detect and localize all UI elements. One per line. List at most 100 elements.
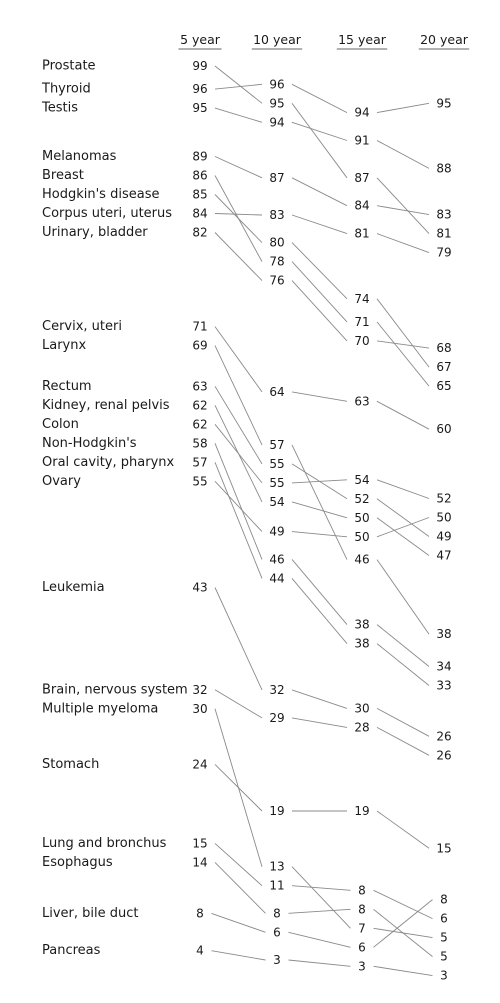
slope-line: [214, 386, 263, 465]
value-label: 86: [192, 169, 207, 183]
slope-line: [291, 559, 348, 625]
value-label: 76: [269, 274, 284, 288]
slope-line: [214, 213, 263, 216]
value-label: 99: [192, 59, 207, 73]
slope-line: [214, 156, 263, 179]
slope-line: [291, 177, 348, 207]
value-label: 87: [354, 171, 369, 185]
value-label: 33: [436, 678, 451, 692]
row-label: Oral cavity, pharynx: [42, 455, 174, 470]
value-label: 96: [269, 77, 284, 91]
value-label: 34: [436, 659, 451, 673]
slope-line: [211, 950, 266, 961]
slope-line: [376, 400, 430, 430]
slope-line: [211, 912, 266, 933]
value-label: 28: [354, 720, 369, 734]
value-label: 19: [269, 804, 284, 818]
value-label: 95: [436, 96, 451, 110]
column-headers: 5 year 10 year 15 year 20 year: [178, 32, 470, 50]
value-label: 64: [269, 385, 284, 399]
slope-line: [291, 214, 348, 235]
value-label: 5: [440, 950, 448, 964]
row-label: Stomach: [42, 757, 99, 772]
value-label: 74: [354, 292, 369, 306]
value-label: 15: [436, 841, 451, 855]
slope-line: [214, 689, 263, 719]
value-label: 49: [436, 529, 451, 543]
value-label: 30: [192, 702, 207, 716]
slope-line: [291, 242, 348, 300]
value-label: 8: [358, 883, 366, 897]
row-label: Multiple myeloma: [42, 701, 158, 716]
slope-line: [291, 531, 348, 538]
row-label: Larynx: [42, 338, 86, 353]
row-label: Thyroid: [41, 82, 91, 97]
value-label: 65: [436, 379, 451, 393]
row-label: Hodgkin's disease: [42, 187, 159, 202]
slope-line: [214, 345, 263, 446]
slope-connectors: [211, 65, 433, 977]
slope-line: [376, 727, 430, 756]
slope-line: [373, 965, 433, 977]
value-label: 87: [269, 171, 284, 185]
slope-line: [291, 103, 348, 179]
slope-line: [291, 83, 348, 114]
value-label: 7: [358, 921, 366, 935]
row-label: Urinary, bladder: [42, 225, 148, 240]
row-label: Prostate: [42, 59, 96, 74]
slope-line: [214, 326, 263, 393]
value-label: 4: [196, 944, 204, 958]
value-label: 55: [192, 474, 207, 488]
row-label: Leukemia: [42, 580, 105, 595]
value-label: 5: [440, 931, 448, 945]
row-label: Cervix, uteri: [42, 319, 122, 334]
value-label: 11: [269, 879, 284, 893]
value-label: 32: [269, 683, 284, 697]
value-label: 79: [436, 246, 451, 260]
slope-line: [376, 708, 430, 737]
value-label: 50: [354, 511, 369, 525]
value-label: 29: [269, 711, 284, 725]
value-label: 47: [436, 548, 451, 562]
row-label: Melanomas: [42, 149, 117, 164]
value-label: 6: [358, 940, 366, 954]
value-label: 57: [192, 455, 207, 469]
value-label: 78: [269, 255, 284, 269]
value-label: 8: [273, 906, 281, 920]
value-label: 6: [273, 925, 281, 939]
value-label: 83: [436, 208, 451, 222]
slope-line: [214, 587, 263, 691]
slope-line: [376, 498, 430, 537]
slope-line: [291, 885, 351, 891]
slope-line: [376, 298, 430, 368]
value-label: 8: [358, 902, 366, 916]
row-label: Non-Hodgkin's: [42, 436, 137, 451]
value-label: 8: [440, 893, 448, 907]
row-label: Pancreas: [42, 943, 101, 958]
slope-line: [376, 643, 430, 686]
value-label: 3: [440, 969, 448, 983]
value-label: 88: [436, 161, 451, 175]
value-label: 71: [192, 320, 207, 334]
slope-line: [376, 177, 430, 234]
row-label: Breast: [42, 168, 84, 183]
row-label: Colon: [42, 417, 79, 432]
value-label: 46: [269, 552, 284, 566]
value-label: 82: [192, 226, 207, 240]
slope-line: [376, 321, 430, 387]
value-label: 95: [192, 101, 207, 115]
value-label: 50: [354, 530, 369, 544]
value-label: 52: [436, 491, 451, 505]
value-label: 81: [436, 227, 451, 241]
value-label: 13: [269, 860, 284, 874]
slope-line: [214, 443, 263, 560]
value-label: 84: [354, 199, 369, 213]
value-label: 95: [269, 96, 284, 110]
value-label: 43: [192, 581, 207, 595]
slope-line: [291, 391, 348, 402]
value-label: 44: [269, 571, 284, 585]
slope-line: [376, 140, 430, 169]
value-label: 3: [273, 953, 281, 967]
slope-line: [214, 843, 263, 887]
